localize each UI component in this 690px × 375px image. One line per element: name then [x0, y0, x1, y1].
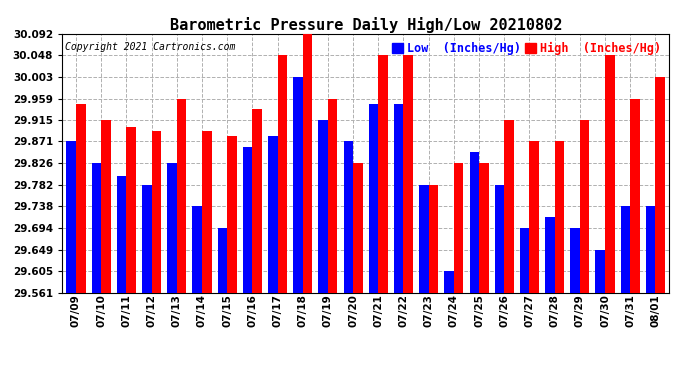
Bar: [152, 131, 161, 292]
Bar: [142, 185, 152, 292]
Bar: [368, 104, 378, 292]
Bar: [167, 164, 177, 292]
Bar: [268, 136, 277, 292]
Bar: [419, 185, 428, 292]
Bar: [66, 141, 76, 292]
Bar: [277, 55, 287, 292]
Bar: [217, 228, 227, 292]
Bar: [253, 109, 262, 292]
Bar: [595, 250, 605, 292]
Bar: [630, 99, 640, 292]
Bar: [495, 185, 504, 292]
Bar: [344, 141, 353, 292]
Bar: [76, 104, 86, 292]
Bar: [570, 228, 580, 292]
Text: Copyright 2021 Cartronics.com: Copyright 2021 Cartronics.com: [65, 42, 235, 51]
Bar: [580, 120, 589, 292]
Bar: [646, 206, 656, 292]
Bar: [479, 164, 489, 292]
Bar: [193, 206, 202, 292]
Bar: [126, 127, 136, 292]
Bar: [293, 77, 303, 292]
Legend: Low  (Inches/Hg), High  (Inches/Hg): Low (Inches/Hg), High (Inches/Hg): [389, 40, 663, 57]
Bar: [621, 206, 630, 292]
Bar: [504, 120, 514, 292]
Bar: [605, 55, 615, 292]
Bar: [92, 164, 101, 292]
Bar: [328, 99, 337, 292]
Bar: [394, 104, 404, 292]
Bar: [318, 120, 328, 292]
Bar: [529, 141, 539, 292]
Bar: [378, 55, 388, 292]
Bar: [101, 120, 110, 292]
Bar: [202, 131, 212, 292]
Bar: [444, 271, 454, 292]
Bar: [353, 164, 363, 292]
Bar: [404, 55, 413, 292]
Bar: [454, 164, 464, 292]
Bar: [117, 176, 126, 292]
Bar: [656, 77, 665, 292]
Title: Barometric Pressure Daily High/Low 20210802: Barometric Pressure Daily High/Low 20210…: [170, 16, 562, 33]
Bar: [303, 34, 313, 292]
Bar: [469, 152, 479, 292]
Bar: [243, 147, 253, 292]
Bar: [545, 217, 555, 292]
Bar: [428, 185, 438, 292]
Bar: [227, 136, 237, 292]
Bar: [177, 99, 186, 292]
Bar: [555, 141, 564, 292]
Bar: [520, 228, 529, 292]
